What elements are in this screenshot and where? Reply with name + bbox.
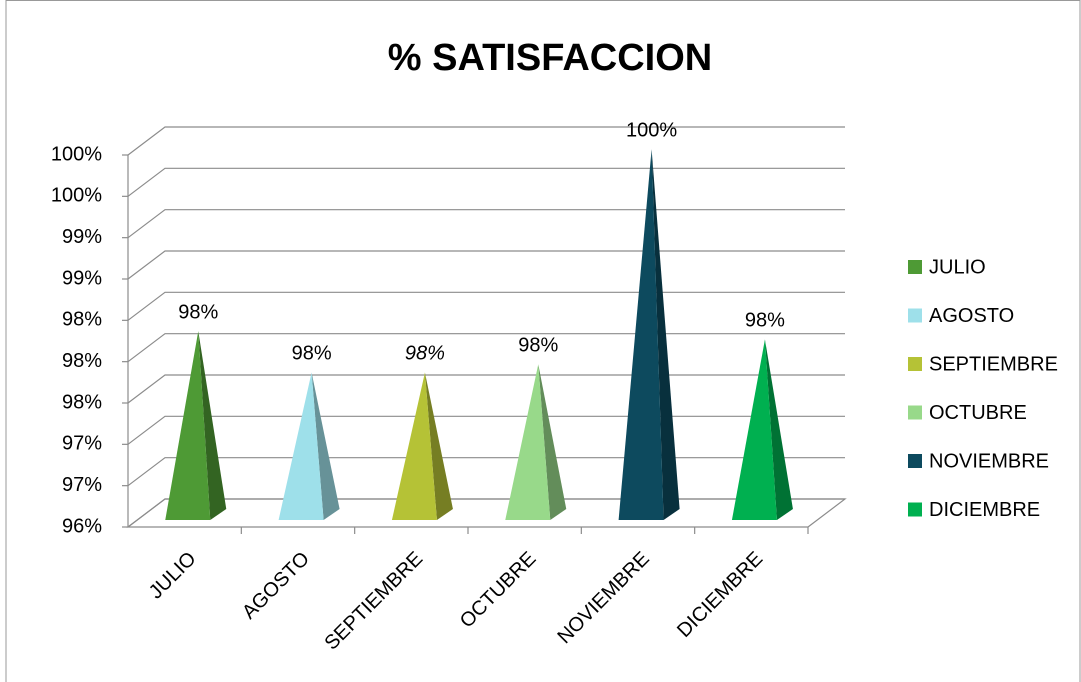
data-label: 98% bbox=[178, 301, 218, 323]
grid-line bbox=[127, 291, 845, 321]
grid-line bbox=[127, 126, 845, 156]
pyramid-front bbox=[391, 372, 437, 520]
data-label: 100% bbox=[626, 120, 677, 142]
pyramid-side bbox=[764, 339, 793, 520]
legend-swatch bbox=[908, 357, 922, 371]
x-tick-label: JULIO bbox=[145, 548, 201, 604]
grid-line bbox=[127, 415, 845, 445]
data-label: 98% bbox=[292, 343, 332, 365]
pyramid-front bbox=[505, 364, 551, 520]
legend-label: SEPTIEMBRE bbox=[929, 353, 1058, 375]
legend-label: DICIEMBRE bbox=[929, 499, 1040, 521]
y-tick-label: 98% bbox=[62, 350, 102, 372]
legend-label: AGOSTO bbox=[929, 305, 1014, 327]
pyramid-front bbox=[618, 149, 664, 520]
y-tick-label: 97% bbox=[62, 433, 102, 455]
legend-label: OCTUBRE bbox=[929, 402, 1027, 424]
x-tick-label: DICIEMBRE bbox=[673, 548, 767, 642]
grid-line bbox=[127, 457, 845, 487]
grid-line bbox=[127, 374, 845, 404]
chart-border bbox=[5, 0, 1081, 682]
grid-line bbox=[127, 167, 845, 197]
pyramid-side bbox=[538, 364, 567, 520]
pyramid-side bbox=[198, 331, 227, 520]
data-label: 98% bbox=[518, 334, 558, 356]
legend-swatch bbox=[908, 260, 922, 274]
grid-line bbox=[127, 250, 845, 280]
y-tick-label: 97% bbox=[62, 474, 102, 496]
x-tick-label: AGOSTO bbox=[238, 548, 314, 624]
legend-label: JULIO bbox=[929, 256, 986, 278]
legend-swatch bbox=[908, 502, 922, 517]
y-tick-label: 99% bbox=[62, 267, 102, 289]
grid-line bbox=[127, 333, 845, 363]
x-tick-label: NOVIEMBRE bbox=[553, 548, 653, 648]
pyramid-side bbox=[311, 372, 340, 520]
legend-swatch bbox=[908, 308, 922, 323]
data-label: 98% bbox=[405, 343, 445, 365]
x-tick-label: SEPTIEMBRE bbox=[320, 548, 427, 655]
y-tick-label: 99% bbox=[62, 226, 102, 248]
pyramid-front bbox=[278, 372, 324, 520]
chart-title: % SATISFACCION bbox=[388, 37, 712, 79]
legend-swatch bbox=[908, 454, 922, 468]
data-label: 98% bbox=[745, 310, 785, 332]
y-tick-label: 96% bbox=[62, 515, 102, 537]
grid-line bbox=[127, 209, 845, 239]
y-tick-label: 98% bbox=[62, 391, 102, 413]
pyramid-front bbox=[731, 339, 777, 520]
x-tick-label: OCTUBRE bbox=[456, 548, 541, 633]
y-tick-label: 100% bbox=[51, 185, 102, 207]
y-tick-label: 98% bbox=[62, 309, 102, 331]
pyramid-front bbox=[165, 331, 211, 520]
legend-label: NOVIEMBRE bbox=[929, 450, 1049, 472]
grid-line bbox=[127, 498, 845, 528]
y-tick-label: 100% bbox=[51, 143, 102, 165]
legend-swatch bbox=[908, 405, 922, 420]
pyramid-side bbox=[424, 372, 453, 520]
pyramid-side bbox=[651, 149, 680, 520]
